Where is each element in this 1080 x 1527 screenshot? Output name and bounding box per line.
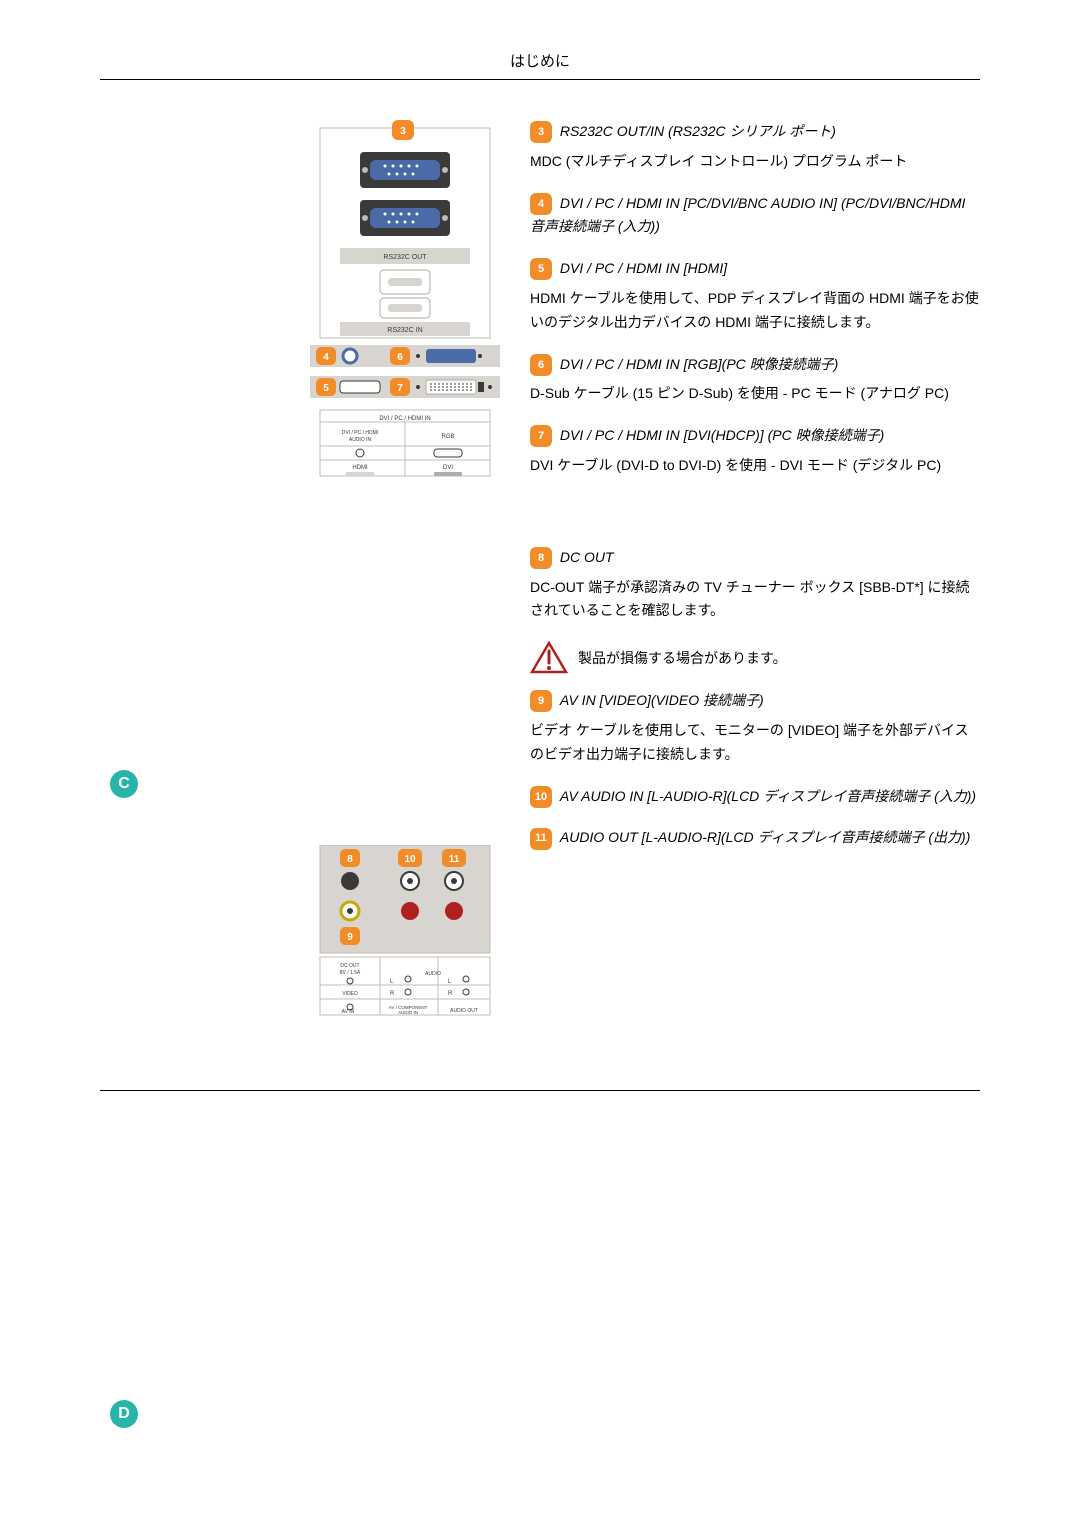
svg-text:VIDEO: VIDEO <box>342 991 358 997</box>
warning-row: 製品が損傷する場合があります。 <box>530 641 980 675</box>
item-11: 11 AUDIO OUT [L-AUDIO-R](LCD ディスプレイ音声接続端… <box>530 826 980 850</box>
item-10-title: AV AUDIO IN [L-AUDIO-R](LCD ディスプレイ音声接続端子… <box>560 788 976 804</box>
svg-text:RS232C OUT: RS232C OUT <box>383 254 427 261</box>
svg-text:9: 9 <box>347 932 353 943</box>
svg-text:AUDIO: AUDIO <box>425 971 441 977</box>
badge-5: 5 <box>530 258 552 280</box>
svg-text:10: 10 <box>404 854 416 865</box>
svg-text:11: 11 <box>449 854 460 865</box>
section-letter-c: C <box>110 770 138 798</box>
svg-text:RS232C IN: RS232C IN <box>387 327 422 334</box>
svg-text:R: R <box>448 991 453 997</box>
svg-text:4: 4 <box>323 352 329 363</box>
svg-text:DVI: DVI <box>443 465 453 471</box>
svg-text:AUDIO IN: AUDIO IN <box>398 1010 418 1015</box>
badge-4: 4 <box>530 193 552 215</box>
header-rule <box>100 79 980 80</box>
item-5-title: DVI / PC / HDMI IN [HDMI] <box>560 260 727 276</box>
svg-text:HDMI: HDMI <box>352 465 368 471</box>
item-7-body: DVI ケーブル (DVI-D to DVI-D) を使用 - DVI モード … <box>530 454 980 478</box>
badge-11: 11 <box>530 828 552 850</box>
badge-8: 8 <box>530 547 552 569</box>
svg-text:RGB: RGB <box>441 434 454 440</box>
badge-6: 6 <box>530 354 552 376</box>
warning-icon <box>530 641 568 675</box>
page-header-title: はじめに <box>100 50 980 79</box>
item-8-title: DC OUT <box>560 549 614 565</box>
item-9-title: AV IN [VIDEO](VIDEO 接続端子) <box>560 692 764 708</box>
svg-text:7: 7 <box>397 383 403 394</box>
svg-text:8: 8 <box>347 854 353 865</box>
footer-rule <box>100 1090 980 1091</box>
item-5-body: HDMI ケーブルを使用して、PDP ディスプレイ背面の HDMI 端子をお使い… <box>530 287 980 335</box>
item-7: 7 DVI / PC / HDMI IN [DVI(HDCP)] (PC 映像接… <box>530 424 980 478</box>
svg-text:AUDIO IN: AUDIO IN <box>349 437 372 443</box>
item-6: 6 DVI / PC / HDMI IN [RGB](PC 映像接続端子) D-… <box>530 353 980 407</box>
warning-text: 製品が損傷する場合があります。 <box>578 648 787 668</box>
badge-3: 3 <box>530 121 552 143</box>
item-3: 3 RS232C OUT/IN (RS232C シリアル ポート) MDC (マ… <box>530 120 980 174</box>
item-8: 8 DC OUT DC-OUT 端子が承認済みの TV チューナー ボックス [… <box>530 546 980 623</box>
svg-text:DC OUT: DC OUT <box>340 963 359 969</box>
svg-text:6: 6 <box>397 352 403 363</box>
item-5: 5 DVI / PC / HDMI IN [HDMI] HDMI ケーブルを使用… <box>530 257 980 334</box>
item-10: 10 AV AUDIO IN [L-AUDIO-R](LCD ディスプレイ音声接… <box>530 785 980 809</box>
item-11-title: AUDIO OUT [L-AUDIO-R](LCD ディスプレイ音声接続端子 (… <box>560 829 970 845</box>
svg-text:5: 5 <box>323 383 329 394</box>
item-4-title: DVI / PC / HDMI IN [PC/DVI/BNC AUDIO IN]… <box>530 195 965 235</box>
item-4: 4 DVI / PC / HDMI IN [PC/DVI/BNC AUDIO I… <box>530 192 980 240</box>
section-letter-d: D <box>110 1400 138 1428</box>
item-6-body: D-Sub ケーブル (15 ピン D-Sub) を使用 - PC モード (ア… <box>530 382 980 406</box>
item-3-body: MDC (マルチディスプレイ コントロール) プログラム ポート <box>530 150 980 174</box>
item-3-title: RS232C OUT/IN (RS232C シリアル ポート) <box>560 123 836 139</box>
svg-text:8V / 1.5A: 8V / 1.5A <box>340 970 361 976</box>
badge-7: 7 <box>530 425 552 447</box>
svg-text:3: 3 <box>400 126 406 137</box>
item-9-body: ビデオ ケーブルを使用して、モニターの [VIDEO] 端子を外部デバイスのビデ… <box>530 719 980 767</box>
svg-text:R: R <box>390 991 395 997</box>
item-7-title: DVI / PC / HDMI IN [DVI(HDCP)] (PC 映像接続端… <box>560 427 884 443</box>
svg-text:DVI / PC / HDMI: DVI / PC / HDMI <box>342 430 378 436</box>
svg-text:DVI / PC / HDMI IN: DVI / PC / HDMI IN <box>379 416 430 422</box>
connector-diagram-top: 3 RS232C OUT <box>310 120 500 485</box>
item-9: 9 AV IN [VIDEO](VIDEO 接続端子) ビデオ ケーブルを使用し… <box>530 689 980 766</box>
item-6-title: DVI / PC / HDMI IN [RGB](PC 映像接続端子) <box>560 356 838 372</box>
badge-10: 10 <box>530 786 552 808</box>
svg-text:AV IN: AV IN <box>342 1009 355 1015</box>
item-8-body: DC-OUT 端子が承認済みの TV チューナー ボックス [SBB-DT*] … <box>530 576 980 624</box>
badge-9: 9 <box>530 690 552 712</box>
connector-diagram-bottom: 8 10 11 9 <box>310 845 500 1040</box>
svg-text:AUDIO OUT: AUDIO OUT <box>450 1008 478 1014</box>
